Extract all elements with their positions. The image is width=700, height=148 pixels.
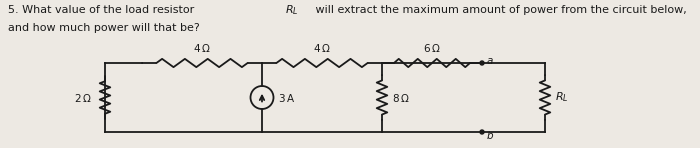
Text: b: b bbox=[487, 131, 494, 141]
Text: and how much power will that be?: and how much power will that be? bbox=[8, 23, 199, 33]
Text: $8\,\Omega$: $8\,\Omega$ bbox=[392, 91, 410, 103]
Circle shape bbox=[480, 130, 484, 134]
Text: $4\,\Omega$: $4\,\Omega$ bbox=[193, 41, 211, 53]
Circle shape bbox=[480, 61, 484, 65]
Text: $3\,\mathrm{A}$: $3\,\mathrm{A}$ bbox=[279, 91, 296, 103]
Text: $4\,\Omega$: $4\,\Omega$ bbox=[313, 41, 331, 53]
Text: $R_L$: $R_L$ bbox=[555, 91, 568, 104]
Text: $2\,\Omega$: $2\,\Omega$ bbox=[74, 91, 92, 103]
Text: $R_L$: $R_L$ bbox=[285, 3, 299, 17]
Text: 5. What value of the load resistor: 5. What value of the load resistor bbox=[8, 5, 197, 15]
Text: will extract the maximum amount of power from the circuit below,: will extract the maximum amount of power… bbox=[312, 5, 687, 15]
Text: $6\,\Omega$: $6\,\Omega$ bbox=[423, 41, 441, 53]
Text: a: a bbox=[487, 56, 494, 66]
